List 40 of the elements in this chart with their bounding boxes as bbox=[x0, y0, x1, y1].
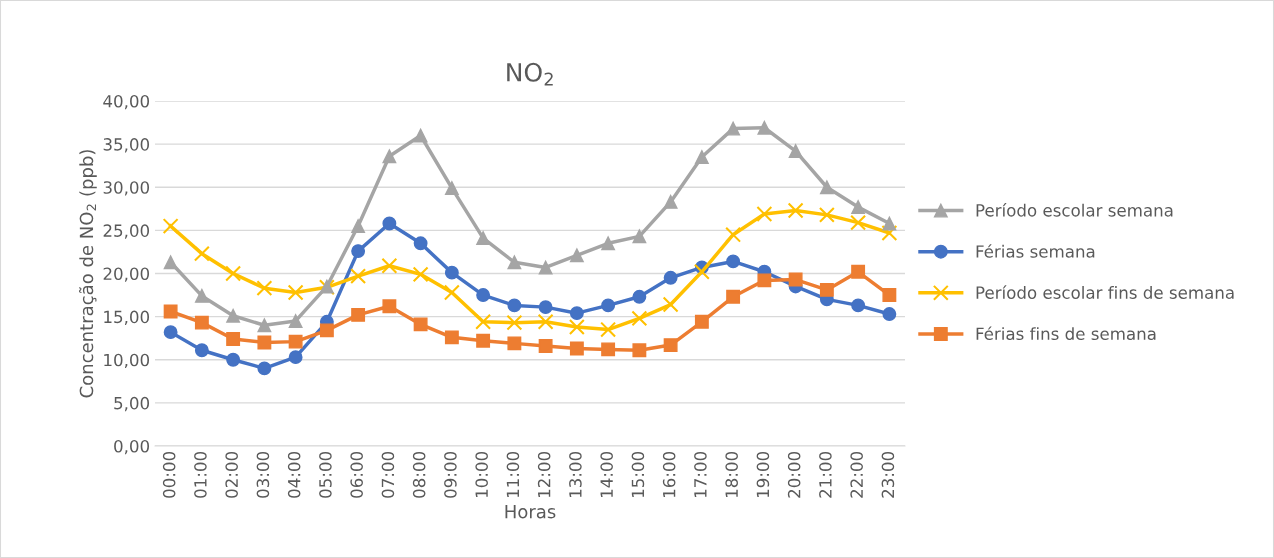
x-tick-label: 11:00 bbox=[506, 451, 520, 498]
x-tick-label: 23:00 bbox=[881, 451, 895, 498]
legend-label: Período escolar fins de semana bbox=[976, 285, 1234, 299]
y-tick-label: 0,00 bbox=[114, 439, 150, 455]
y-tick-label: 40,00 bbox=[103, 94, 150, 110]
x-tick-label: 04:00 bbox=[287, 451, 301, 498]
x-tick-label: 00:00 bbox=[162, 451, 176, 498]
legend-label: Período escolar semana bbox=[976, 203, 1173, 217]
y-tick-label: 25,00 bbox=[103, 224, 150, 239]
x-tick-label: 22:00 bbox=[850, 451, 863, 498]
chart-title: NO$_{2}$ bbox=[507, 62, 553, 86]
x-axis-title: Horas bbox=[505, 505, 556, 519]
y-tick-label: 20,00 bbox=[103, 267, 150, 282]
x-tick-label: 15:00 bbox=[631, 451, 645, 498]
y-tick-label: 30,00 bbox=[103, 181, 150, 196]
x-tick-label: 02:00 bbox=[225, 451, 238, 498]
y-tick-label: 15,00 bbox=[104, 310, 150, 325]
x-tick-label: 08:00 bbox=[412, 451, 426, 498]
x-tick-label: 05:00 bbox=[319, 451, 332, 498]
x-tick-label: 10:00 bbox=[475, 451, 488, 498]
x-tick-label: 03:00 bbox=[256, 451, 270, 498]
x-tick-label: 18:00 bbox=[725, 451, 738, 498]
x-tick-label: 01:00 bbox=[194, 451, 207, 498]
x-tick-label: 12:00 bbox=[537, 451, 551, 498]
y-tick-label: 5,00 bbox=[114, 396, 150, 412]
x-tick-label: 16:00 bbox=[662, 451, 676, 498]
x-tick-label: 17:00 bbox=[694, 451, 707, 498]
x-tick-label: 07:00 bbox=[381, 451, 395, 498]
y-tick-label: 10,00 bbox=[104, 353, 150, 369]
legend-label: Férias fins de semana bbox=[976, 326, 1156, 341]
x-tick-label: 09:00 bbox=[444, 451, 457, 498]
x-tick-label: 20:00 bbox=[787, 451, 801, 498]
y-tick-label: 35,00 bbox=[103, 138, 150, 153]
x-tick-label: 21:00 bbox=[819, 451, 832, 498]
x-tick-label: 13:00 bbox=[569, 451, 582, 498]
legend-label: Férias semana bbox=[976, 244, 1095, 258]
x-tick-label: 19:00 bbox=[756, 451, 770, 498]
x-tick-label: 06:00 bbox=[350, 451, 363, 498]
y-axis-title: Concentração de NO$_{2}$ (ppb) bbox=[78, 150, 97, 398]
x-tick-label: 14:00 bbox=[600, 451, 613, 498]
